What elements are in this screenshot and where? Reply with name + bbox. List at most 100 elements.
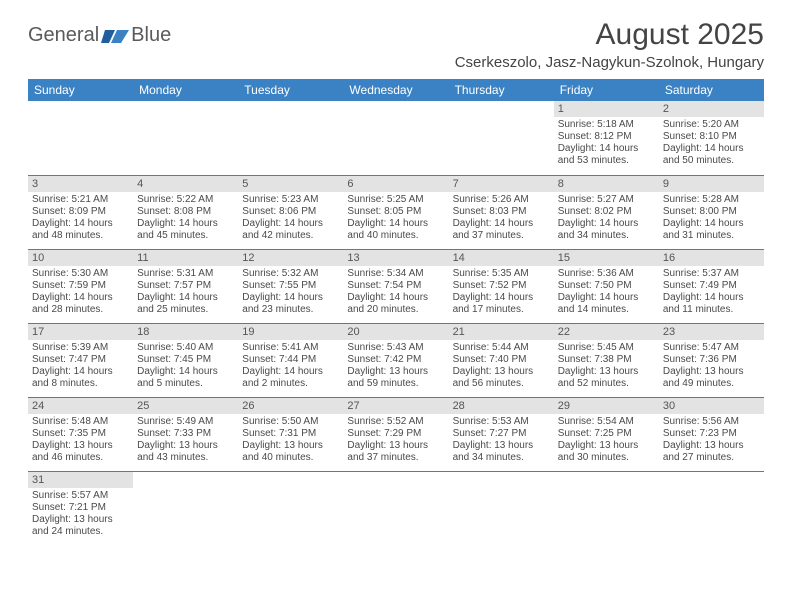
sunset-line: Sunset: 7:57 PM — [137, 280, 234, 292]
month-title: August 2025 — [455, 18, 764, 52]
sunrise-line: Sunrise: 5:35 AM — [453, 268, 550, 280]
sunset-line: Sunset: 7:27 PM — [453, 428, 550, 440]
calendar-week: 31Sunrise: 5:57 AMSunset: 7:21 PMDayligh… — [28, 471, 764, 545]
sunset-line: Sunset: 7:40 PM — [453, 354, 550, 366]
daylight-line: Daylight: 14 hours and 31 minutes. — [663, 218, 760, 242]
day-number: 30 — [659, 398, 764, 414]
sunset-line: Sunset: 7:21 PM — [32, 502, 129, 514]
day-number: 7 — [449, 176, 554, 192]
calendar-cell — [28, 101, 133, 175]
daylight-line: Daylight: 13 hours and 59 minutes. — [347, 366, 444, 390]
day-number: 8 — [554, 176, 659, 192]
calendar-table: SundayMondayTuesdayWednesdayThursdayFrid… — [28, 79, 764, 545]
sunrise-line: Sunrise: 5:28 AM — [663, 194, 760, 206]
day-details: Sunrise: 5:45 AMSunset: 7:38 PMDaylight:… — [554, 340, 659, 393]
sunset-line: Sunset: 7:25 PM — [558, 428, 655, 440]
calendar-cell: 18Sunrise: 5:40 AMSunset: 7:45 PMDayligh… — [133, 323, 238, 397]
day-details: Sunrise: 5:27 AMSunset: 8:02 PMDaylight:… — [554, 192, 659, 245]
day-number: 23 — [659, 324, 764, 340]
calendar-cell: 2Sunrise: 5:20 AMSunset: 8:10 PMDaylight… — [659, 101, 764, 175]
day-number: 2 — [659, 101, 764, 117]
day-details: Sunrise: 5:49 AMSunset: 7:33 PMDaylight:… — [133, 414, 238, 467]
sunrise-line: Sunrise: 5:52 AM — [347, 416, 444, 428]
sunset-line: Sunset: 7:45 PM — [137, 354, 234, 366]
daylight-line: Daylight: 14 hours and 8 minutes. — [32, 366, 129, 390]
day-details: Sunrise: 5:25 AMSunset: 8:05 PMDaylight:… — [343, 192, 448, 245]
sunrise-line: Sunrise: 5:43 AM — [347, 342, 444, 354]
daylight-line: Daylight: 13 hours and 49 minutes. — [663, 366, 760, 390]
calendar-cell — [554, 471, 659, 545]
calendar-cell: 14Sunrise: 5:35 AMSunset: 7:52 PMDayligh… — [449, 249, 554, 323]
day-number: 13 — [343, 250, 448, 266]
sunrise-line: Sunrise: 5:18 AM — [558, 119, 655, 131]
calendar-cell: 6Sunrise: 5:25 AMSunset: 8:05 PMDaylight… — [343, 175, 448, 249]
daylight-line: Daylight: 13 hours and 37 minutes. — [347, 440, 444, 464]
calendar-week: 1Sunrise: 5:18 AMSunset: 8:12 PMDaylight… — [28, 101, 764, 175]
day-number: 22 — [554, 324, 659, 340]
sunrise-line: Sunrise: 5:37 AM — [663, 268, 760, 280]
day-details: Sunrise: 5:22 AMSunset: 8:08 PMDaylight:… — [133, 192, 238, 245]
day-number: 17 — [28, 324, 133, 340]
calendar-cell — [449, 101, 554, 175]
calendar-cell: 9Sunrise: 5:28 AMSunset: 8:00 PMDaylight… — [659, 175, 764, 249]
sunrise-line: Sunrise: 5:30 AM — [32, 268, 129, 280]
day-number: 31 — [28, 472, 133, 488]
day-number: 29 — [554, 398, 659, 414]
day-details: Sunrise: 5:48 AMSunset: 7:35 PMDaylight:… — [28, 414, 133, 467]
logo-text-left: General — [28, 24, 99, 47]
sunset-line: Sunset: 8:03 PM — [453, 206, 550, 218]
calendar-cell: 26Sunrise: 5:50 AMSunset: 7:31 PMDayligh… — [238, 397, 343, 471]
day-header: Monday — [133, 79, 238, 101]
day-number: 10 — [28, 250, 133, 266]
calendar-cell: 11Sunrise: 5:31 AMSunset: 7:57 PMDayligh… — [133, 249, 238, 323]
sunset-line: Sunset: 7:55 PM — [242, 280, 339, 292]
sunset-line: Sunset: 7:31 PM — [242, 428, 339, 440]
day-details: Sunrise: 5:39 AMSunset: 7:47 PMDaylight:… — [28, 340, 133, 393]
calendar-cell: 13Sunrise: 5:34 AMSunset: 7:54 PMDayligh… — [343, 249, 448, 323]
day-details: Sunrise: 5:21 AMSunset: 8:09 PMDaylight:… — [28, 192, 133, 245]
day-header: Sunday — [28, 79, 133, 101]
calendar-cell: 7Sunrise: 5:26 AMSunset: 8:03 PMDaylight… — [449, 175, 554, 249]
sunset-line: Sunset: 7:23 PM — [663, 428, 760, 440]
title-block: August 2025 Cserkeszolo, Jasz-Nagykun-Sz… — [455, 18, 764, 71]
sunrise-line: Sunrise: 5:57 AM — [32, 490, 129, 502]
calendar-cell: 29Sunrise: 5:54 AMSunset: 7:25 PMDayligh… — [554, 397, 659, 471]
day-number: 12 — [238, 250, 343, 266]
day-details: Sunrise: 5:26 AMSunset: 8:03 PMDaylight:… — [449, 192, 554, 245]
daylight-line: Daylight: 14 hours and 42 minutes. — [242, 218, 339, 242]
daylight-line: Daylight: 13 hours and 52 minutes. — [558, 366, 655, 390]
day-details: Sunrise: 5:30 AMSunset: 7:59 PMDaylight:… — [28, 266, 133, 319]
day-details: Sunrise: 5:57 AMSunset: 7:21 PMDaylight:… — [28, 488, 133, 541]
day-number: 16 — [659, 250, 764, 266]
day-number: 21 — [449, 324, 554, 340]
sunset-line: Sunset: 7:54 PM — [347, 280, 444, 292]
day-details: Sunrise: 5:50 AMSunset: 7:31 PMDaylight:… — [238, 414, 343, 467]
logo: General Blue — [28, 24, 171, 47]
calendar-cell: 16Sunrise: 5:37 AMSunset: 7:49 PMDayligh… — [659, 249, 764, 323]
calendar-cell: 20Sunrise: 5:43 AMSunset: 7:42 PMDayligh… — [343, 323, 448, 397]
sunset-line: Sunset: 8:10 PM — [663, 131, 760, 143]
sunset-line: Sunset: 8:08 PM — [137, 206, 234, 218]
daylight-line: Daylight: 14 hours and 11 minutes. — [663, 292, 760, 316]
sunrise-line: Sunrise: 5:36 AM — [558, 268, 655, 280]
day-number: 11 — [133, 250, 238, 266]
calendar-cell — [343, 101, 448, 175]
day-details: Sunrise: 5:43 AMSunset: 7:42 PMDaylight:… — [343, 340, 448, 393]
location: Cserkeszolo, Jasz-Nagykun-Szolnok, Hunga… — [455, 54, 764, 71]
calendar-week: 24Sunrise: 5:48 AMSunset: 7:35 PMDayligh… — [28, 397, 764, 471]
day-number: 26 — [238, 398, 343, 414]
sunset-line: Sunset: 8:09 PM — [32, 206, 129, 218]
daylight-line: Daylight: 14 hours and 28 minutes. — [32, 292, 129, 316]
daylight-line: Daylight: 14 hours and 34 minutes. — [558, 218, 655, 242]
sunset-line: Sunset: 7:36 PM — [663, 354, 760, 366]
day-details: Sunrise: 5:20 AMSunset: 8:10 PMDaylight:… — [659, 117, 764, 170]
day-details: Sunrise: 5:18 AMSunset: 8:12 PMDaylight:… — [554, 117, 659, 170]
flag-icon — [101, 27, 129, 45]
calendar-cell: 22Sunrise: 5:45 AMSunset: 7:38 PMDayligh… — [554, 323, 659, 397]
calendar-cell: 4Sunrise: 5:22 AMSunset: 8:08 PMDaylight… — [133, 175, 238, 249]
day-details: Sunrise: 5:36 AMSunset: 7:50 PMDaylight:… — [554, 266, 659, 319]
calendar-week: 17Sunrise: 5:39 AMSunset: 7:47 PMDayligh… — [28, 323, 764, 397]
day-header: Friday — [554, 79, 659, 101]
daylight-line: Daylight: 14 hours and 5 minutes. — [137, 366, 234, 390]
sunset-line: Sunset: 8:06 PM — [242, 206, 339, 218]
